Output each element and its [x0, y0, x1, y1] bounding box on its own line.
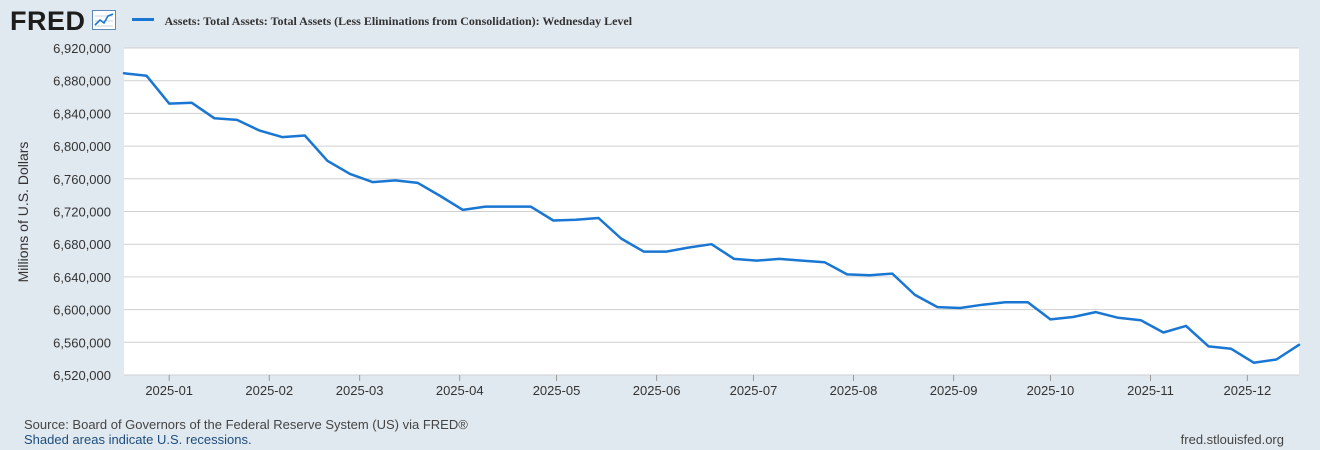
fred-logo[interactable]: FRED [10, 6, 86, 36]
x-tick-label: 2025-07 [730, 383, 778, 398]
series-line[interactable] [122, 72, 1301, 364]
fred-graph-icon [92, 10, 116, 30]
legend-swatch [132, 18, 154, 22]
y-axis-ticks: 6,520,000 6,560,000 6,600,000 6,640,000 6,68… [53, 41, 111, 383]
chart-header: FRED Assets: Total Assets: Total Assets … [10, 6, 1310, 36]
y-tick-label: 6,600,000 [53, 303, 111, 318]
y-tick-label: 6,920,000 [53, 41, 111, 56]
y-axis-label: Millions of U.S. Dollars [15, 142, 31, 283]
x-tick-label: 2025-08 [830, 383, 878, 398]
footer-source: Source: Board of Governors of the Federa… [24, 417, 468, 447]
y-tick-label: 6,640,000 [53, 270, 111, 285]
x-tick-label: 2025-02 [245, 383, 293, 398]
y-tick-label: 6,560,000 [53, 335, 111, 350]
source-text: Source: Board of Governors of the Federa… [24, 417, 468, 432]
x-axis-ticks: 2025-01 2025-02 2025-03 2025-04 2025-05 2025-… [145, 375, 1271, 398]
recession-note[interactable]: Shaded areas indicate U.S. recessions. [24, 432, 252, 447]
y-tick-label: 6,800,000 [53, 139, 111, 154]
y-tick-label: 6,840,000 [53, 106, 111, 121]
legend-label: Assets: Total Assets: Total Assets (Less… [164, 14, 633, 28]
x-tick-label: 2025-06 [633, 383, 681, 398]
x-tick-label: 2025-04 [436, 383, 484, 398]
grid-lines [124, 47, 1299, 376]
x-tick-label: 2025-01 [145, 383, 193, 398]
y-tick-label: 6,760,000 [53, 172, 111, 187]
x-tick-label: 2025-11 [1127, 383, 1174, 398]
line-chart[interactable]: 6,520,000 6,560,000 6,600,000 6,640,000 6,68… [0, 0, 1320, 410]
y-tick-label: 6,680,000 [53, 237, 111, 252]
x-tick-label: 2025-09 [930, 383, 978, 398]
x-tick-label: 2025-12 [1223, 383, 1271, 398]
x-tick-label: 2025-10 [1027, 383, 1075, 398]
x-tick-label: 2025-03 [336, 383, 384, 398]
y-tick-label: 6,720,000 [53, 205, 111, 220]
legend[interactable]: Assets: Total Assets: Total Assets (Less… [132, 6, 632, 36]
site-url[interactable]: fred.stlouisfed.org [1180, 432, 1284, 447]
y-tick-label: 6,520,000 [53, 368, 111, 383]
y-tick-label: 6,880,000 [53, 74, 111, 89]
x-tick-label: 2025-05 [533, 383, 581, 398]
